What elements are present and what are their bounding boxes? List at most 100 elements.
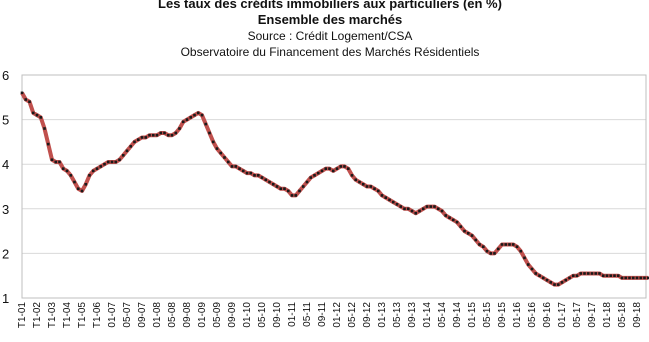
x-tick-label: 09-13 — [407, 302, 418, 328]
marker — [43, 127, 46, 130]
marker — [91, 169, 95, 173]
marker — [219, 151, 223, 155]
marker — [508, 243, 511, 246]
marker — [571, 274, 575, 277]
marker — [339, 165, 343, 168]
marker — [133, 140, 136, 144]
marker — [50, 158, 54, 162]
marker — [646, 276, 649, 280]
marker — [391, 200, 395, 204]
x-tick-label: 09-15 — [497, 302, 508, 328]
marker — [459, 225, 463, 228]
x-tick-label: 09-16 — [542, 302, 553, 328]
marker — [313, 174, 316, 177]
marker — [598, 272, 601, 275]
marker — [61, 167, 65, 170]
marker — [84, 182, 88, 186]
marker — [140, 136, 144, 139]
x-tick-label: 05-09 — [212, 302, 223, 328]
marker — [305, 180, 309, 184]
x-tick-label: 09-07 — [137, 302, 148, 328]
x-tick-label: T1-02 — [32, 302, 43, 329]
marker — [594, 272, 598, 275]
publisher: Observatoire du Financement des Marchés … — [181, 45, 480, 59]
marker — [103, 162, 106, 166]
x-tick-label: T1-05 — [77, 302, 88, 329]
marker — [440, 209, 444, 213]
marker — [511, 243, 515, 246]
marker — [620, 276, 624, 280]
marker — [519, 249, 523, 253]
marker — [493, 252, 496, 255]
marker — [238, 167, 241, 170]
marker — [204, 122, 208, 126]
marker — [399, 205, 403, 208]
marker — [324, 167, 328, 170]
marker — [429, 205, 433, 208]
marker — [470, 234, 474, 237]
marker — [301, 185, 305, 188]
x-tick-label: 09-18 — [632, 302, 643, 328]
marker — [455, 220, 459, 224]
x-tick-label: 01-10 — [242, 302, 253, 328]
marker — [260, 176, 264, 179]
marker — [46, 142, 50, 146]
x-tick-label: 05-15 — [482, 302, 493, 328]
source: Source : Crédit Logement/CSA — [248, 29, 413, 43]
marker — [99, 165, 103, 168]
marker — [69, 174, 73, 177]
marker — [358, 180, 361, 184]
x-tick-label: 09-12 — [362, 302, 373, 328]
marker — [178, 127, 181, 130]
marker — [451, 218, 455, 222]
marker — [331, 169, 335, 173]
marker — [343, 165, 346, 168]
marker — [361, 182, 365, 186]
marker — [245, 171, 249, 175]
x-tick-label: 05-14 — [437, 302, 448, 328]
marker — [73, 180, 76, 184]
marker — [159, 131, 163, 135]
x-tick-label: 05-16 — [527, 302, 538, 328]
marker — [31, 111, 35, 115]
marker — [489, 252, 493, 255]
marker — [286, 189, 290, 193]
marker — [95, 167, 99, 170]
marker — [298, 189, 301, 193]
marker — [241, 169, 245, 173]
marker — [155, 133, 159, 137]
marker — [624, 276, 628, 280]
marker — [193, 113, 196, 117]
marker — [485, 249, 489, 253]
marker — [129, 145, 133, 148]
y-tick-label: 5 — [2, 113, 9, 128]
marker — [388, 198, 391, 202]
marker — [208, 131, 211, 135]
marker — [54, 160, 58, 164]
marker — [166, 133, 170, 137]
marker — [185, 118, 189, 121]
marker — [553, 283, 556, 286]
marker — [58, 160, 61, 164]
marker — [234, 165, 238, 168]
marker — [20, 91, 24, 95]
x-tick-label: T1-01 — [17, 302, 28, 329]
marker — [373, 187, 376, 191]
marker — [28, 100, 31, 104]
marker — [144, 136, 148, 139]
marker — [350, 174, 354, 177]
x-tick-label: 01-09 — [197, 302, 208, 328]
x-tick-label: 01-14 — [422, 302, 433, 328]
marker — [226, 160, 230, 164]
marker — [279, 187, 283, 191]
marker — [223, 156, 226, 159]
x-tick-label: 09-10 — [272, 302, 283, 328]
marker — [418, 209, 421, 213]
marker — [39, 116, 43, 119]
marker — [549, 281, 553, 284]
marker — [433, 205, 436, 208]
marker — [448, 216, 451, 220]
marker — [80, 189, 84, 193]
